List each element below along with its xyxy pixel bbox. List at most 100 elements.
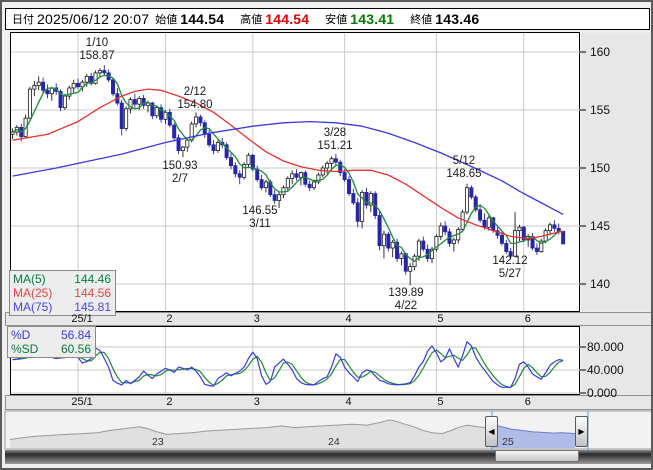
- candle-body: [242, 164, 247, 178]
- candle-body: [438, 225, 443, 237]
- high-value: 144.54: [265, 11, 310, 27]
- candle-body: [561, 230, 566, 245]
- candle-body: [62, 95, 67, 109]
- candle-body: [381, 233, 386, 247]
- candle-body: [552, 224, 557, 229]
- candle-body: [364, 191, 369, 206]
- scroll-left-button[interactable]: ◀: [485, 416, 498, 447]
- candle-body: [534, 247, 539, 252]
- open-value: 144.54: [180, 11, 225, 27]
- candle-body: [464, 187, 469, 213]
- candle-body: [294, 173, 299, 178]
- close-label: 終値: [410, 14, 433, 26]
- candle-body: [36, 81, 41, 87]
- candle-body: [338, 161, 343, 174]
- candle-body: [132, 99, 137, 105]
- candle-body: [307, 183, 312, 189]
- candle-body: [312, 181, 317, 189]
- candle-body: [421, 240, 426, 250]
- candle-body: [360, 191, 365, 222]
- legend-label: %D: [11, 328, 31, 342]
- candle-body: [346, 179, 351, 194]
- candle-body: [250, 154, 255, 170]
- low-label: 安値: [325, 14, 348, 26]
- high-label: 高値: [240, 14, 263, 26]
- candle-body: [207, 133, 212, 146]
- candle-body: [368, 193, 373, 206]
- candle-body: [32, 85, 37, 90]
- legend-value: 145.81: [74, 300, 111, 314]
- candle-body: [329, 158, 334, 164]
- legend-row: %SD 60.56: [11, 342, 91, 356]
- candle-body: [102, 70, 107, 74]
- ma25-line: [12, 88, 564, 240]
- legend-row: %D 56.84: [11, 328, 91, 342]
- candle-body: [333, 158, 338, 163]
- right-arrow-icon: ▶: [578, 427, 585, 436]
- candle-body: [76, 82, 81, 88]
- candle-body: [172, 124, 177, 139]
- candle-body: [478, 209, 483, 221]
- candle-body: [504, 242, 509, 252]
- ma5-line: [12, 74, 564, 262]
- stoch-plot-area[interactable]: [10, 326, 580, 395]
- candle-body: [259, 179, 264, 189]
- candle-body: [277, 194, 282, 201]
- candle-body: [408, 266, 413, 272]
- scrollbar-track[interactable]: [5, 450, 652, 464]
- date-label: 日付: [12, 14, 34, 26]
- candle-body: [482, 219, 487, 228]
- candle-body: [124, 108, 129, 129]
- candle-body: [71, 82, 76, 89]
- legend-row: MA(5) 144.46: [13, 272, 111, 286]
- candle-body: [460, 211, 465, 230]
- stoch-d-line: [12, 341, 564, 388]
- candle-body: [246, 154, 251, 165]
- candle-body: [111, 79, 116, 95]
- info-bar: 日付 2025/06/12 20:07 始値 144.54 高値 144.54 …: [5, 8, 650, 30]
- candle-body: [386, 233, 391, 249]
- candle-body: [320, 167, 325, 176]
- candle-body: [41, 81, 46, 91]
- candle-body: [451, 239, 456, 244]
- date-value: 2025/06/12 20:07: [37, 11, 150, 27]
- candle-body: [176, 137, 181, 151]
- candle-body: [521, 226, 526, 241]
- open-label: 始値: [155, 14, 178, 26]
- candle-body: [342, 172, 347, 180]
- candle-body: [434, 236, 439, 250]
- candle-body: [508, 251, 513, 257]
- candle-body: [355, 202, 360, 222]
- candle-body: [473, 196, 478, 211]
- candle-body: [272, 194, 277, 201]
- candle-body: [180, 146, 185, 151]
- candle-body: [150, 102, 155, 117]
- minimap-series: [10, 419, 575, 448]
- scroll-right-button[interactable]: ▶: [575, 416, 588, 447]
- legend-label: MA(25): [13, 286, 53, 300]
- ma75-line: [12, 120, 564, 215]
- candle-body: [399, 253, 404, 259]
- candle-body: [84, 75, 89, 83]
- stoch-sd-line: [12, 347, 564, 388]
- close-value: 143.46: [435, 11, 480, 27]
- minimap-selection[interactable]: [10, 420, 576, 448]
- candle-body: [154, 107, 159, 117]
- candle-body: [194, 116, 199, 125]
- scrollbar-thumb[interactable]: [495, 450, 579, 462]
- candle-body: [224, 144, 229, 158]
- low-value: 143.41: [350, 11, 395, 27]
- candle-body: [128, 99, 133, 110]
- candle-body: [145, 102, 150, 106]
- candle-body: [325, 162, 330, 169]
- candle-body: [97, 70, 102, 74]
- candle-body: [290, 173, 295, 179]
- stochastic-legend: %D 56.84 %SD 60.56: [7, 326, 96, 358]
- candle-body: [10, 131, 15, 135]
- legend-value: 144.46: [74, 272, 111, 286]
- candle-body: [141, 98, 146, 106]
- legend-row: MA(75) 145.81: [13, 300, 111, 314]
- candle-body: [499, 234, 504, 244]
- candle-body: [316, 174, 321, 183]
